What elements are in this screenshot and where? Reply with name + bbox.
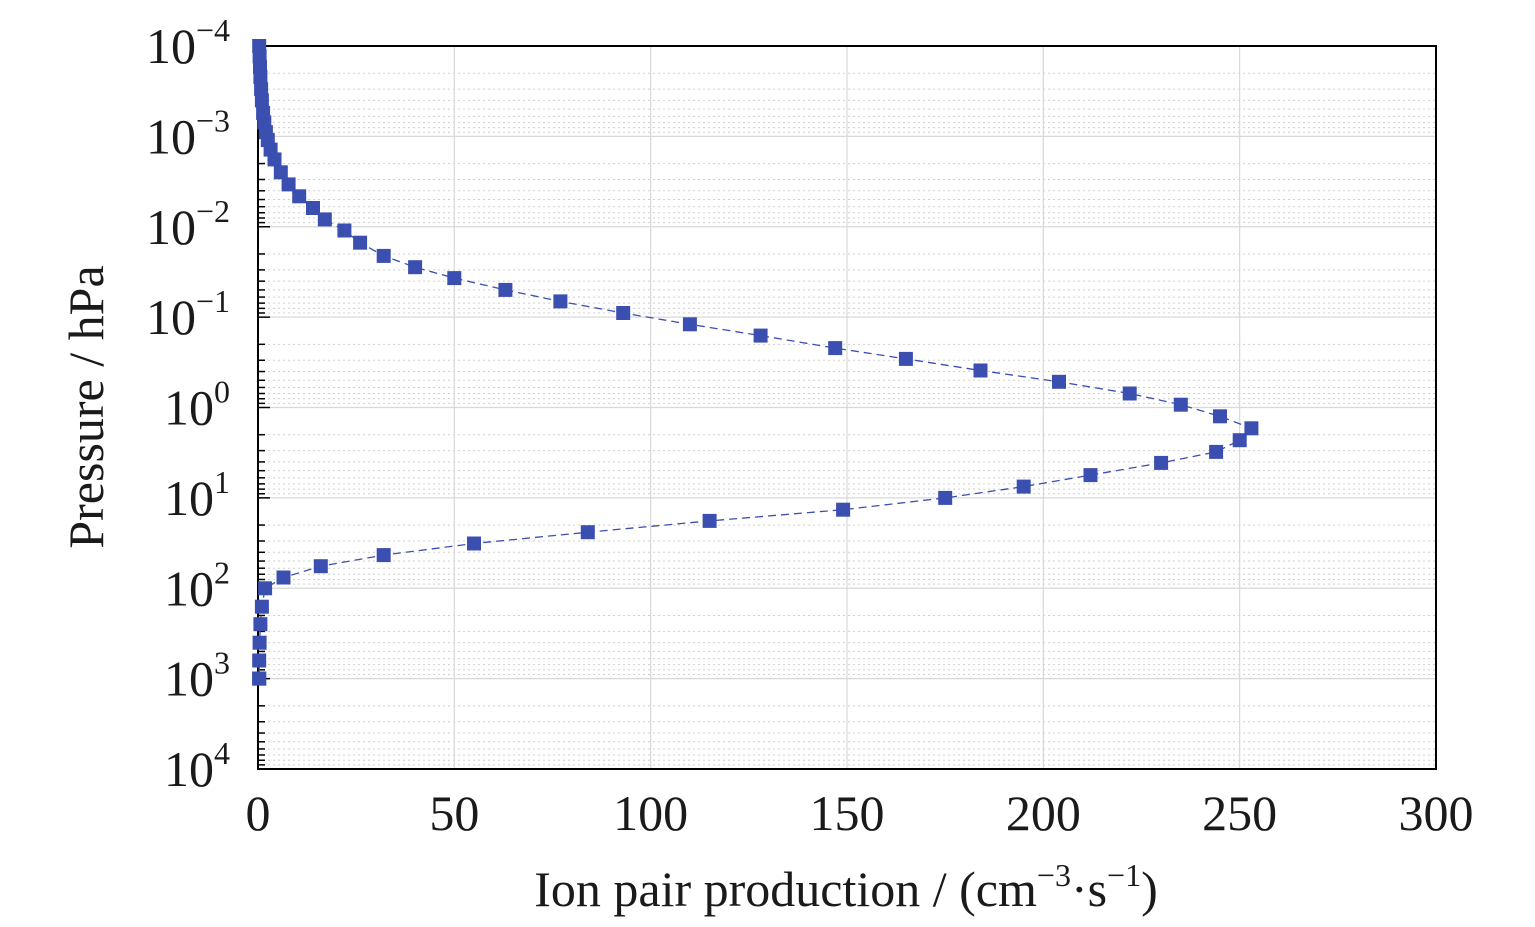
y-tick-label: 103 <box>164 645 230 707</box>
data-point <box>376 548 391 563</box>
data-point <box>254 82 269 97</box>
data-point <box>273 165 288 180</box>
data-point <box>252 635 267 650</box>
data-point <box>702 513 717 528</box>
series-layer <box>252 39 1259 686</box>
data-point <box>1232 433 1247 448</box>
y-axis-title: Pressure / hPa <box>58 265 114 548</box>
y-minor-ticks <box>258 45 270 770</box>
data-point <box>898 351 913 366</box>
data-point <box>1209 444 1224 459</box>
data-point <box>254 93 269 108</box>
x-tick-label: 0 <box>246 785 271 841</box>
data-point <box>276 570 291 585</box>
data-point <box>467 536 481 551</box>
data-point <box>313 559 328 574</box>
data-point <box>281 177 296 192</box>
data-point <box>1052 374 1066 389</box>
y-tick-label: 10−1 <box>146 283 230 345</box>
data-point <box>408 260 423 275</box>
data-point <box>1083 468 1098 483</box>
data-point <box>682 317 697 332</box>
data-point <box>353 235 368 250</box>
data-point <box>267 152 282 167</box>
data-point <box>376 248 391 263</box>
data-point <box>1244 421 1259 436</box>
y-tick-label: 100 <box>164 374 230 436</box>
data-point <box>306 201 320 215</box>
data-point <box>938 490 953 505</box>
data-point <box>498 282 513 297</box>
data-point <box>1122 386 1137 401</box>
data-point <box>1016 479 1031 494</box>
x-tick-label: 200 <box>1006 785 1081 841</box>
data-point <box>252 671 267 686</box>
data-point <box>1213 409 1227 424</box>
data-point <box>1154 455 1169 470</box>
x-tick-label: 150 <box>810 785 885 841</box>
data-point <box>553 294 568 309</box>
data-point <box>580 525 595 540</box>
data-point <box>1173 397 1188 412</box>
data-point <box>292 189 307 204</box>
x-tick-labels: 0 50 100 150 200 250 300 <box>246 785 1474 841</box>
data-point <box>253 69 268 84</box>
y-tick-labels: 10−4 10−3 10−2 10−1 100 101 102 103 104 <box>146 12 230 797</box>
data-point <box>616 306 631 320</box>
x-tick-label: 50 <box>429 785 479 841</box>
y-tick-label: 101 <box>164 464 230 526</box>
data-point <box>973 363 988 378</box>
x-tick-label: 300 <box>1399 785 1474 841</box>
y-tick-label: 10−2 <box>146 193 230 255</box>
x-axis-title: Ion pair production / (cm−3·s−1) <box>534 857 1158 917</box>
y-tick-label: 104 <box>164 735 230 797</box>
data-point <box>753 328 768 343</box>
x-tick-label: 250 <box>1202 785 1277 841</box>
data-point <box>836 502 851 517</box>
x-tick-label: 100 <box>613 785 688 841</box>
data-point <box>258 581 273 596</box>
data-point <box>253 617 268 632</box>
y-tick-label: 10−4 <box>146 12 230 74</box>
data-point <box>254 599 269 614</box>
data-point <box>337 223 352 238</box>
data-point <box>447 271 462 286</box>
y-tick-label: 10−3 <box>146 102 230 164</box>
data-point <box>252 653 267 668</box>
data-point <box>317 212 332 227</box>
y-tick-label: 102 <box>164 554 230 616</box>
data-point <box>828 341 843 356</box>
